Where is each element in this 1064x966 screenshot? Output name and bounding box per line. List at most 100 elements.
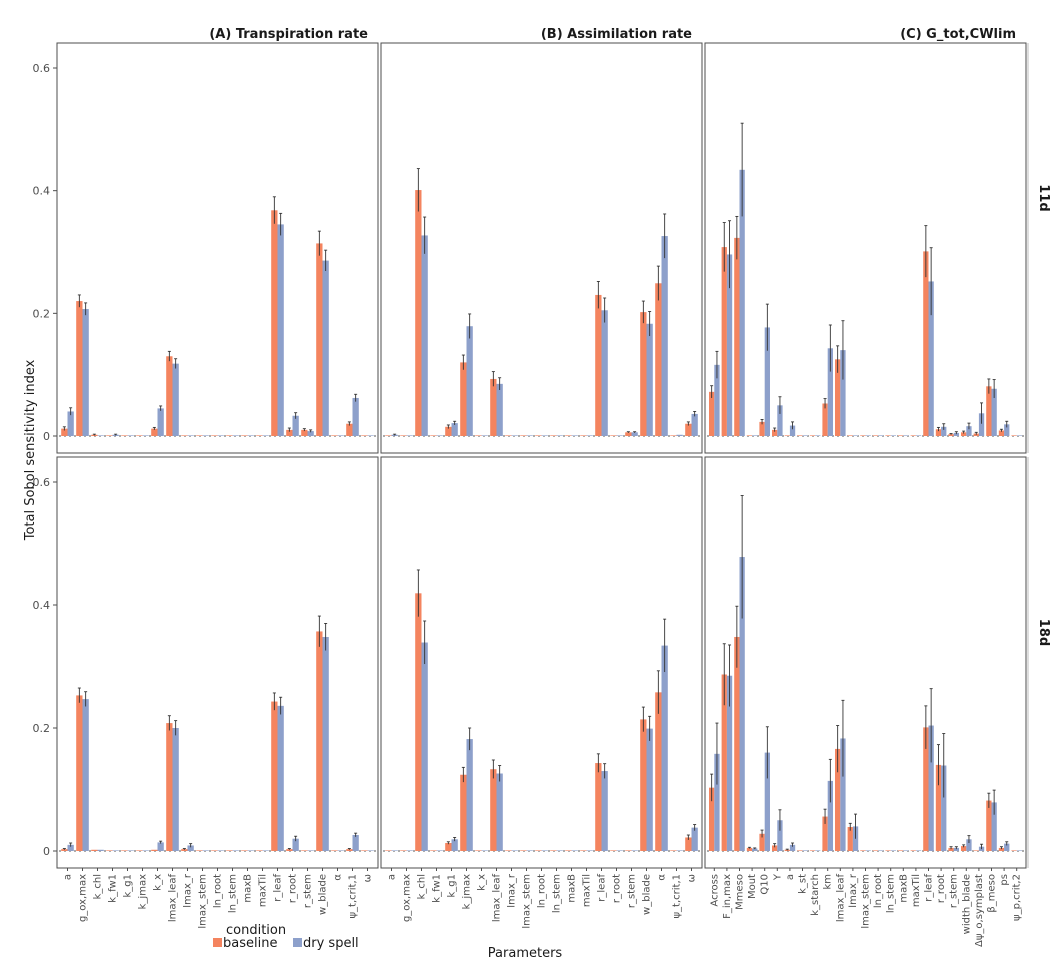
bar-baseline <box>685 423 692 436</box>
bar-dry-spell <box>928 281 934 436</box>
bar-baseline <box>400 435 407 436</box>
bar-dry-spell <box>406 435 413 436</box>
bar-baseline <box>445 843 452 851</box>
bar-baseline <box>860 435 866 436</box>
bar-baseline <box>211 850 218 851</box>
bar-dry-spell <box>991 802 997 851</box>
bar-dry-spell <box>556 850 563 851</box>
bar-baseline <box>415 593 422 851</box>
x-tick-label: ψ_p,crit,2 <box>1012 874 1023 921</box>
bar-dry-spell <box>391 850 398 851</box>
x-tick-label: k_jmax <box>462 874 473 909</box>
bar-baseline <box>535 850 542 851</box>
bar-dry-spell <box>526 435 533 436</box>
bar-baseline <box>550 435 557 436</box>
bar-baseline <box>772 429 778 436</box>
bar-dry-spell <box>436 850 443 851</box>
bar-baseline <box>809 435 816 436</box>
bar-dry-spell <box>789 425 796 436</box>
bar-baseline <box>316 243 323 436</box>
bar-baseline <box>948 434 954 436</box>
bar-baseline <box>226 850 233 851</box>
row-label: 11d <box>1036 184 1051 211</box>
bar-baseline <box>835 359 841 436</box>
bar-dry-spell <box>661 645 668 851</box>
bar-dry-spell <box>586 435 593 436</box>
bar-dry-spell <box>827 780 833 851</box>
bar-dry-spell <box>739 169 745 436</box>
bar-dry-spell <box>865 850 871 851</box>
bar-baseline <box>91 849 98 851</box>
bar-dry-spell <box>511 850 518 851</box>
bar-dry-spell <box>890 850 896 851</box>
bar-dry-spell <box>337 850 344 851</box>
bar-baseline <box>331 435 338 436</box>
x-tick-label: Mmeso <box>735 874 746 910</box>
x-tick-label: ln_stem <box>552 874 563 913</box>
legend-title: condition <box>226 923 286 938</box>
x-tick-label: r_stem <box>627 874 638 908</box>
bar-dry-spell <box>232 850 239 851</box>
x-tick-label: ln_stem <box>228 874 239 913</box>
bar-baseline <box>136 435 143 436</box>
bar-baseline <box>520 435 527 436</box>
row-strip <box>1028 43 1052 453</box>
bar-dry-spell <box>764 327 770 436</box>
bar-dry-spell <box>661 236 668 436</box>
x-tick-label: k_fw1 <box>432 874 443 903</box>
bar-baseline <box>106 435 113 436</box>
bar-baseline <box>505 850 512 851</box>
bar-dry-spell <box>903 435 909 436</box>
bar-baseline <box>655 283 662 436</box>
x-tick-label: r_stem <box>949 874 960 908</box>
bar-baseline <box>986 386 992 436</box>
panel-frame <box>56 42 379 454</box>
bar-dry-spell <box>307 850 314 851</box>
x-tick-label: ω <box>363 874 374 882</box>
bar-dry-spell <box>815 850 821 851</box>
x-tick-label: ln_root <box>537 874 548 908</box>
bar-baseline <box>415 190 422 436</box>
bar-dry-spell <box>541 850 548 851</box>
bar-baseline <box>721 674 727 851</box>
bar-dry-spell <box>571 435 578 436</box>
bar-baseline <box>301 429 308 436</box>
x-tick-label: r_leaf <box>597 874 608 902</box>
bar-baseline <box>301 850 308 851</box>
bar-baseline <box>226 435 233 436</box>
bar-baseline <box>986 800 992 851</box>
bar-dry-spell <box>691 413 698 436</box>
row-strip <box>1028 457 1052 868</box>
bar-baseline <box>460 362 467 436</box>
x-tick-label: maxTil <box>582 874 593 907</box>
bar-dry-spell <box>726 254 733 436</box>
bar-dry-spell <box>187 435 194 436</box>
bar-baseline <box>136 850 143 851</box>
bar-baseline <box>885 435 891 436</box>
x-tick-label: g_ox,max <box>78 874 89 922</box>
bar-dry-spell <box>941 765 947 851</box>
bar-baseline <box>151 428 158 436</box>
bar-baseline <box>872 435 879 436</box>
bar-baseline <box>685 837 692 851</box>
x-tick-label: r_root <box>612 874 623 903</box>
bar-baseline <box>935 429 942 436</box>
bar-dry-spell <box>815 435 821 436</box>
x-tick-label: r_leaf <box>273 874 284 902</box>
bar-baseline <box>898 850 904 851</box>
bar-baseline <box>759 421 765 436</box>
bar-baseline <box>271 210 278 436</box>
x-tick-label: Q10 <box>760 874 771 895</box>
bar-dry-spell <box>352 835 359 851</box>
bar-baseline <box>734 636 740 851</box>
x-tick-label: ln_stem <box>886 874 897 913</box>
bar-baseline <box>61 849 68 851</box>
bar-dry-spell <box>691 827 698 851</box>
bar-baseline <box>211 435 218 436</box>
bar-dry-spell <box>142 850 149 851</box>
y-tick-label: 0.2 <box>33 722 51 735</box>
bar-dry-spell <box>739 557 745 851</box>
bar-dry-spell <box>172 363 179 436</box>
x-tick-label: Y <box>772 873 783 881</box>
